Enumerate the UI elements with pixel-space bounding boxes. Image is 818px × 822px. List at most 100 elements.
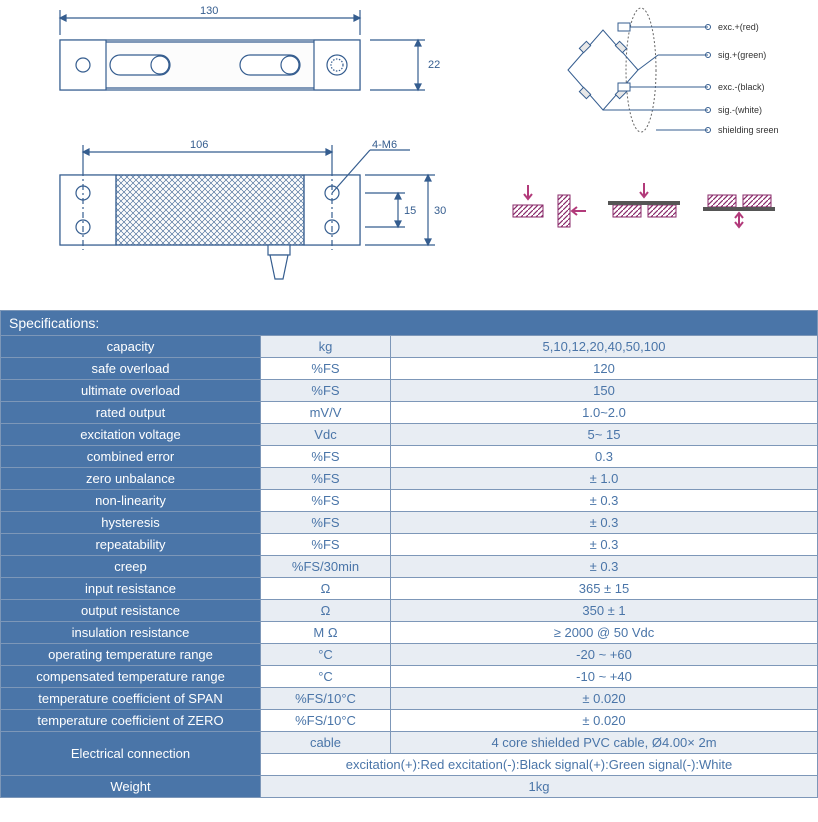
spec-row: safe overload%FS120 [1,358,818,380]
spec-value: -20 ~ +60 [391,644,818,666]
spec-header: Specifications: [1,311,818,336]
spec-value: ± 1.0 [391,468,818,490]
spec-value: 120 [391,358,818,380]
wire-label-exc-minus: exc.-(black) [718,82,765,92]
spec-unit: °C [261,666,391,688]
spec-row: operating temperature range°C-20 ~ +60 [1,644,818,666]
spec-row: creep%FS/30min± 0.3 [1,556,818,578]
spec-unit: Ω [261,578,391,600]
spec-label: ultimate overload [1,380,261,402]
spec-row: repeatability%FS± 0.3 [1,534,818,556]
spec-label: Electrical connection [1,732,261,776]
spec-row-electrical: Electrical connection cable 4 core shiel… [1,732,818,754]
spec-unit: %FS [261,446,391,468]
spec-label: zero unbalance [1,468,261,490]
spec-label: creep [1,556,261,578]
spec-row: compensated temperature range°C-10 ~ +40 [1,666,818,688]
wire-label-sig-minus: sig.-(white) [718,105,762,115]
spec-unit: %FS [261,490,391,512]
dim-22: 22 [428,59,440,71]
spec-label: temperature coefficient of ZERO [1,710,261,732]
dim-106: 106 [190,139,208,151]
spec-unit: °C [261,644,391,666]
spec-value: -10 ~ +40 [391,666,818,688]
spec-label: Weight [1,776,261,798]
spec-label: rated output [1,402,261,424]
spec-unit: kg [261,336,391,358]
spec-row: input resistanceΩ365 ± 15 [1,578,818,600]
wire-label-sig-plus: sig.+(green) [718,50,766,60]
spec-unit: %FS [261,358,391,380]
spec-value: 4 core shielded PVC cable, Ø4.00× 2m [391,732,818,754]
spec-row: ultimate overload%FS150 [1,380,818,402]
spec-unit: M Ω [261,622,391,644]
thread-callout: 4-M6 [372,139,397,151]
spec-row: insulation resistanceM Ω≥ 2000 @ 50 Vdc [1,622,818,644]
dim-130: 130 [200,5,218,17]
spec-unit: Ω [261,600,391,622]
spec-unit: mV/V [261,402,391,424]
spec-unit: cable [261,732,391,754]
wire-label-exc-plus: exc.+(red) [718,22,759,32]
spec-value: 0.3 [391,446,818,468]
dim-30: 30 [434,205,446,217]
spec-unit: %FS [261,534,391,556]
spec-row: rated outputmV/V1.0~2.0 [1,402,818,424]
spec-header-row: Specifications: [1,311,818,336]
spec-unit: Vdc [261,424,391,446]
spec-value: 365 ± 15 [391,578,818,600]
spec-row: excitation voltageVdc5~ 15 [1,424,818,446]
spec-value: ± 0.3 [391,556,818,578]
spec-value: ≥ 2000 @ 50 Vdc [391,622,818,644]
spec-value: 1kg [261,776,818,798]
spec-label: combined error [1,446,261,468]
spec-value: ± 0.3 [391,512,818,534]
spec-label: temperature coefficient of SPAN [1,688,261,710]
spec-value: 1.0~2.0 [391,402,818,424]
spec-label: non-linearity [1,490,261,512]
spec-row: hysteresis%FS± 0.3 [1,512,818,534]
spec-row: combined error%FS0.3 [1,446,818,468]
spec-unit: %FS [261,380,391,402]
spec-unit: %FS/30min [261,556,391,578]
spec-row: non-linearity%FS± 0.3 [1,490,818,512]
mounting-icon [703,195,775,227]
spec-row: output resistanceΩ350 ± 1 [1,600,818,622]
spec-value: 150 [391,380,818,402]
spec-label: compensated temperature range [1,666,261,688]
spec-label: repeatability [1,534,261,556]
spec-label: excitation voltage [1,424,261,446]
spec-value: ± 0.020 [391,688,818,710]
spec-label: input resistance [1,578,261,600]
spec-value: excitation(+):Red excitation(-):Black si… [261,754,818,776]
spec-value: 5~ 15 [391,424,818,446]
spec-unit: %FS/10°C [261,688,391,710]
mounting-icon [513,185,586,227]
spec-unit: %FS [261,512,391,534]
spec-row: capacitykg5,10,12,20,40,50,100 [1,336,818,358]
spec-value: ± 0.3 [391,534,818,556]
spec-value: ± 0.3 [391,490,818,512]
spec-unit: %FS [261,468,391,490]
spec-value: 350 ± 1 [391,600,818,622]
spec-row: temperature coefficient of ZERO%FS/10°C±… [1,710,818,732]
spec-value: 5,10,12,20,40,50,100 [391,336,818,358]
spec-value: ± 0.020 [391,710,818,732]
mounting-icons [508,165,808,245]
mechanical-drawing: 130 22 106 4-M6 15 30 [10,0,500,300]
spec-label: safe overload [1,358,261,380]
spec-label: operating temperature range [1,644,261,666]
wiring-diagram: exc.+(red) sig.+(green) exc.-(black) sig… [508,0,808,130]
spec-row: temperature coefficient of SPAN%FS/10°C±… [1,688,818,710]
spec-row: zero unbalance%FS± 1.0 [1,468,818,490]
wire-label-shield: shielding sreen [718,125,779,135]
spec-unit: %FS/10°C [261,710,391,732]
figures-region: 130 22 106 4-M6 15 30 [0,0,818,310]
spec-label: hysteresis [1,512,261,534]
spec-row-weight: Weight 1kg [1,776,818,798]
mounting-icon [608,183,680,217]
spec-label: output resistance [1,600,261,622]
specifications-table: Specifications: capacitykg5,10,12,20,40,… [0,310,818,798]
spec-label: capacity [1,336,261,358]
spec-label: insulation resistance [1,622,261,644]
